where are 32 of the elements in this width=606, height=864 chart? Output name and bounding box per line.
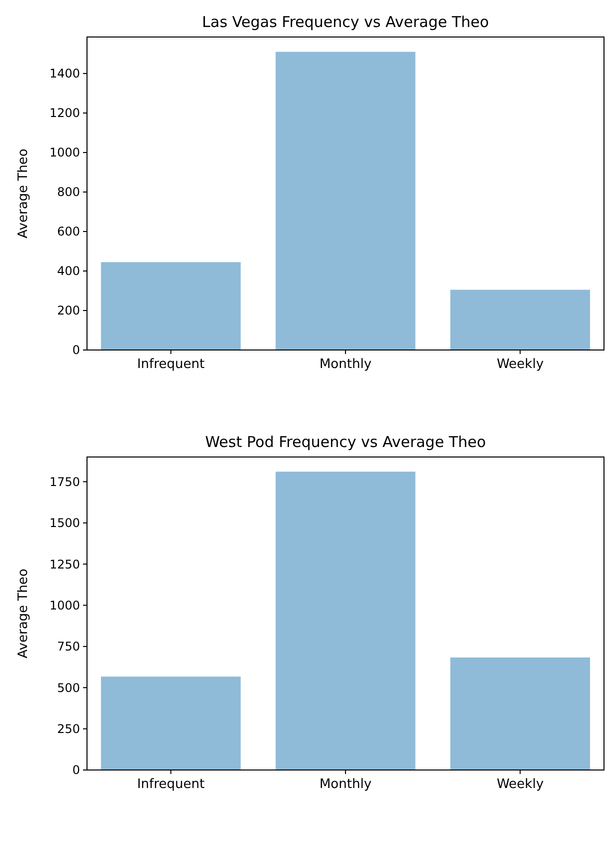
y-axis-title: Average Theo <box>16 568 31 658</box>
y-tick-label: 1000 <box>49 146 80 160</box>
y-tick-label: 200 <box>57 304 80 318</box>
bar <box>100 262 241 350</box>
x-tick-label: Weekly <box>496 777 544 792</box>
y-tick-label: 1250 <box>49 557 80 572</box>
y-tick-label: 250 <box>57 722 80 736</box>
y-tick-label: 0 <box>72 343 80 358</box>
bar <box>276 472 416 770</box>
bar <box>100 676 241 770</box>
y-tick-label: 400 <box>57 264 80 278</box>
y-tick-label: 1200 <box>49 106 80 120</box>
y-axis-title: Average Theo <box>16 148 31 238</box>
x-tick-label: Infrequent <box>137 357 205 372</box>
x-tick-label: Monthly <box>319 777 372 792</box>
bar <box>450 290 590 350</box>
y-tick-label: 500 <box>57 680 80 695</box>
y-tick-label: 1500 <box>49 516 80 530</box>
chart-title: Las Vegas Frequency vs Average Theo <box>202 13 489 31</box>
chart-title: West Pod Frequency vs Average Theo <box>205 433 486 451</box>
bar <box>276 52 416 350</box>
bar <box>450 657 590 770</box>
y-tick-label: 1750 <box>49 474 80 489</box>
x-tick-label: Monthly <box>319 357 372 372</box>
y-tick-label: 1400 <box>49 66 80 81</box>
y-tick-label: 1000 <box>49 598 80 612</box>
x-tick-label: Weekly <box>496 357 544 372</box>
y-tick-label: 0 <box>72 763 80 778</box>
x-tick-label: Infrequent <box>137 777 205 792</box>
y-tick-label: 600 <box>57 224 80 239</box>
y-tick-label: 800 <box>57 185 80 200</box>
y-tick-label: 750 <box>57 640 80 654</box>
